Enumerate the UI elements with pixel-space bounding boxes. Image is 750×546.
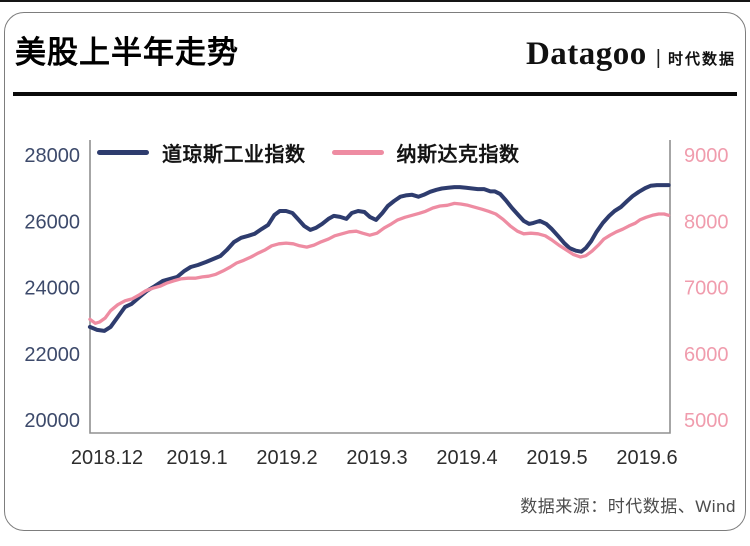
right-axis-tick-label: 8000 [684,211,729,233]
chart-legend: 道琼斯工业指数 纳斯达克指数 [97,138,520,167]
x-axis-tick-label: 2018.12 [71,447,143,469]
infographic-card [4,12,746,531]
left-axis-tick-label: 28000 [24,145,80,167]
left-axis-tick-label: 26000 [24,211,80,233]
right-axis-tick-label: 6000 [684,344,729,366]
legend-item-dow: 道琼斯工业指数 [97,138,306,167]
nasdaq-series-line [88,201,671,325]
brand-logo: Datagoo | 时代数据 [526,36,736,73]
x-axis-tick-label: 2019.4 [436,447,497,469]
x-axis-tick-label: 2019.3 [346,447,407,469]
dow-legend-label: 道琼斯工业指数 [162,144,306,166]
x-axis-tick-label: 2019.1 [166,447,227,469]
nasdaq-line-swatch [331,150,384,155]
brand-suffix: 时代数据 [667,51,736,68]
right-axis-tick-label: 7000 [684,278,729,300]
axis-frame [89,140,671,434]
nasdaq-legend-label: 纳斯达克指数 [396,144,520,166]
dow-line-swatch [97,150,149,155]
x-axis-tick-label: 2019.2 [256,447,317,469]
x-axis-tick-label: 2019.6 [616,447,677,469]
left-axis-tick-label: 22000 [24,344,80,366]
brand-name: Datagoo [525,36,647,72]
top-edge-line [0,0,750,2]
legend-item-nasdaq: 纳斯达克指数 [331,138,520,167]
left-axis-tick-label: 20000 [24,410,80,432]
x-axis-tick-label: 2019.5 [526,447,587,469]
data-source-note: 数据来源：时代数据、Wind [520,497,736,516]
page-title: 美股上半年走势 [15,35,239,70]
title-divider [13,92,737,96]
brand-separator: | [655,47,661,69]
right-axis-tick-label: 5000 [684,410,729,432]
left-axis-tick-label: 24000 [24,278,80,300]
dow-series-line [87,183,671,333]
right-axis-tick-label: 9000 [684,145,729,167]
